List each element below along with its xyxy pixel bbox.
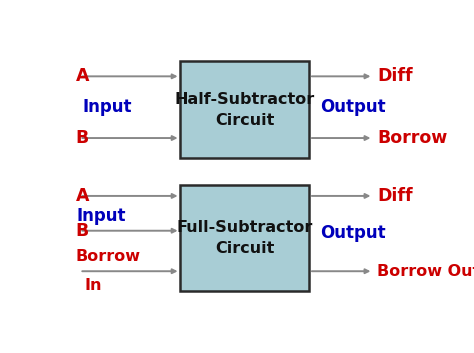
Text: Diff: Diff — [377, 187, 413, 205]
Text: Full-Subtractor
Circuit: Full-Subtractor Circuit — [177, 220, 313, 256]
Text: Input: Input — [77, 207, 126, 225]
Text: Output: Output — [320, 225, 386, 243]
Bar — [181, 61, 309, 158]
Text: Borrow: Borrow — [76, 250, 141, 264]
Text: B: B — [76, 222, 89, 240]
Text: Half-Subtractor
Circuit: Half-Subtractor Circuit — [174, 92, 315, 128]
Text: B: B — [76, 129, 89, 147]
Text: A: A — [76, 187, 89, 205]
Text: Borrow: Borrow — [377, 129, 447, 147]
Text: Input: Input — [82, 98, 132, 116]
Bar — [181, 185, 309, 291]
Text: Borrow Out: Borrow Out — [377, 264, 474, 279]
Text: Output: Output — [320, 98, 386, 116]
Text: In: In — [85, 278, 102, 293]
Text: A: A — [76, 67, 89, 85]
Text: Diff: Diff — [377, 67, 413, 85]
